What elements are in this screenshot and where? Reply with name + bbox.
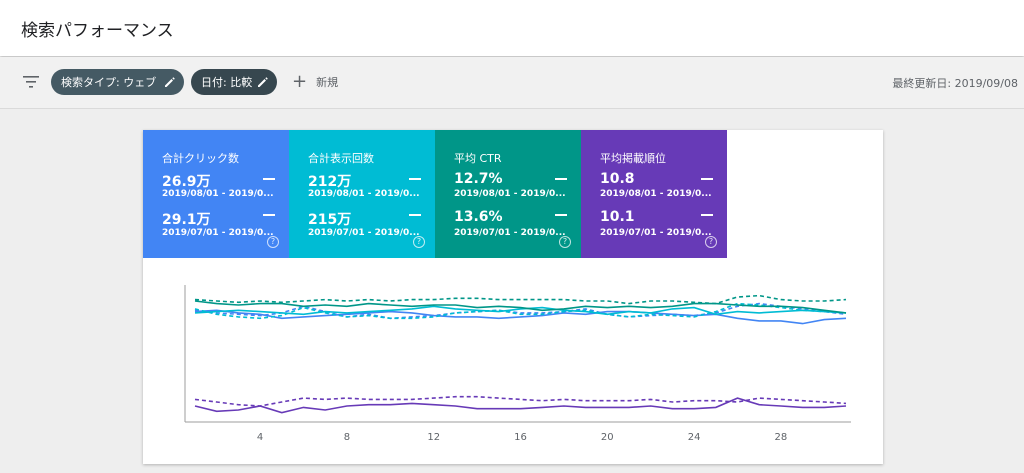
app-header: 検索パフォーマンス xyxy=(0,0,1024,56)
help-icon[interactable]: ? xyxy=(413,236,425,248)
x-tick-label: 24 xyxy=(688,432,701,443)
metric-card-clicks[interactable]: 合計クリック数 26.9万 2019/08/01 - 2019/0... 29.… xyxy=(143,130,289,258)
chart-series-line-1 xyxy=(194,302,847,320)
metric-range-previous: 2019/07/01 - 2019/0... xyxy=(308,228,420,238)
solid-line-legend-icon xyxy=(555,178,567,180)
metric-card-impressions[interactable]: 合計表示回数 212万 2019/08/01 - 2019/0... 215万 … xyxy=(289,130,435,258)
chart-series-line-2 xyxy=(194,305,847,316)
date-compare-chip-label: 日付: 比較 xyxy=(201,76,253,89)
metric-value-previous: 13.6% xyxy=(454,209,503,225)
metric-range-current: 2019/08/01 - 2019/0... xyxy=(454,189,566,199)
solid-line-legend-icon xyxy=(263,178,275,180)
filter-icon[interactable] xyxy=(23,75,39,89)
metric-label: 平均掲載順位 xyxy=(600,152,666,165)
performance-card: 合計クリック数 26.9万 2019/08/01 - 2019/0... 29.… xyxy=(143,130,883,464)
metric-value-current: 212万 xyxy=(308,174,352,190)
metric-label: 合計クリック数 xyxy=(162,152,239,165)
help-icon[interactable]: ? xyxy=(267,236,279,248)
solid-line-legend-icon xyxy=(701,178,713,180)
edit-pencil-icon xyxy=(258,77,268,87)
x-tick-label: 16 xyxy=(514,432,527,443)
metric-range-current: 2019/08/01 - 2019/0... xyxy=(308,189,420,199)
chart-series-line-5 xyxy=(194,294,847,305)
chart-series-line-3 xyxy=(194,302,847,320)
dashed-line-legend-icon xyxy=(555,214,567,216)
page-title: 検索パフォーマンス xyxy=(21,20,174,41)
x-tick-label: 8 xyxy=(344,432,350,443)
metric-value-previous: 215万 xyxy=(308,212,352,228)
new-filter-label: 新規 xyxy=(316,76,339,89)
performance-line-chart[interactable]: 4 8 12 16 20 24 28 xyxy=(143,270,883,460)
dashed-line-legend-icon xyxy=(701,214,713,216)
metric-label: 合計表示回数 xyxy=(308,152,374,165)
x-tick-label: 28 xyxy=(775,432,788,443)
x-tick-label: 20 xyxy=(601,432,614,443)
metric-value-current: 12.7% xyxy=(454,171,503,187)
help-icon[interactable]: ? xyxy=(559,236,571,248)
metric-card-ctr[interactable]: 平均 CTR 12.7% 2019/08/01 - 2019/0... 13.6… xyxy=(435,130,581,258)
metric-range-current: 2019/08/01 - 2019/0... xyxy=(162,189,274,199)
solid-line-legend-icon xyxy=(409,178,421,180)
metric-value-previous: 29.1万 xyxy=(162,212,211,228)
metric-range-previous: 2019/07/01 - 2019/0... xyxy=(162,228,274,238)
date-compare-chip[interactable]: 日付: 比較 xyxy=(191,69,277,95)
plus-icon: + xyxy=(292,71,308,92)
filter-toolbar: 検索タイプ: ウェブ 日付: 比較 + 新規 最終更新日: 2019/09/08 xyxy=(0,57,1024,109)
dashed-line-legend-icon xyxy=(409,214,421,216)
x-tick-label: 4 xyxy=(257,432,263,443)
help-icon[interactable]: ? xyxy=(705,236,717,248)
search-type-chip[interactable]: 検索タイプ: ウェブ xyxy=(51,69,184,95)
metric-label: 平均 CTR xyxy=(454,152,502,165)
new-filter-button[interactable]: + 新規 xyxy=(292,71,338,93)
metric-value-current: 10.8 xyxy=(600,171,635,187)
chart-series-line-0 xyxy=(194,309,847,325)
metric-range-current: 2019/08/01 - 2019/0... xyxy=(600,189,712,199)
metric-value-current: 26.9万 xyxy=(162,174,211,190)
metric-value-previous: 10.1 xyxy=(600,209,635,225)
chart-series-line-6 xyxy=(194,397,847,414)
dashed-line-legend-icon xyxy=(263,214,275,216)
last-updated-text: 最終更新日: 2019/09/08 xyxy=(892,77,1018,90)
search-type-chip-label: 検索タイプ: ウェブ xyxy=(61,76,157,89)
chart-series-line-4 xyxy=(194,300,847,314)
metric-card-position[interactable]: 平均掲載順位 10.8 2019/08/01 - 2019/0... 10.1 … xyxy=(581,130,727,258)
x-tick-label: 12 xyxy=(427,432,440,443)
edit-pencil-icon xyxy=(165,77,175,87)
metric-range-previous: 2019/07/01 - 2019/0... xyxy=(600,228,712,238)
metric-range-previous: 2019/07/01 - 2019/0... xyxy=(454,228,566,238)
